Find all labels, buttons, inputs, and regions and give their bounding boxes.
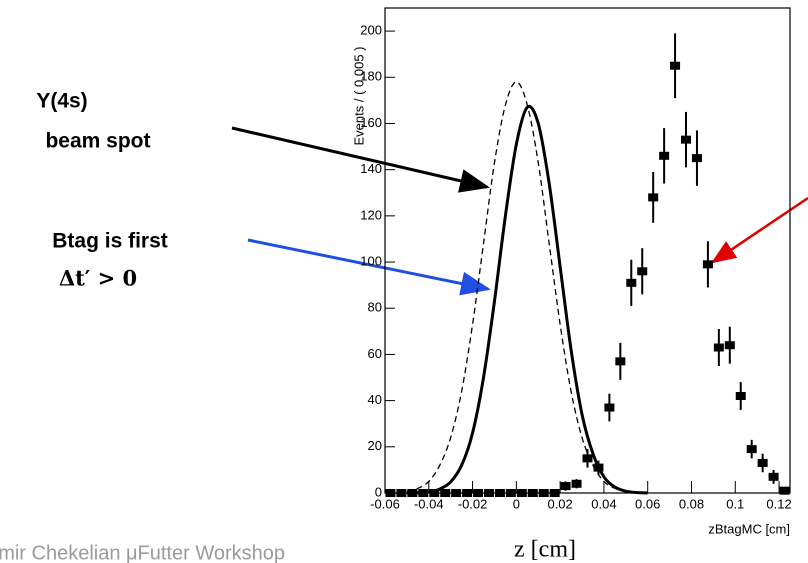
x-tick-label: -0.02 <box>458 496 488 511</box>
data-point <box>527 489 538 497</box>
data-point <box>516 489 527 497</box>
annotation: Btag is first <box>52 230 168 253</box>
y-tick-label: 180 <box>360 69 382 84</box>
fit-curve <box>406 104 648 495</box>
data-point <box>549 489 560 497</box>
y-tick-label: 40 <box>368 392 382 407</box>
data-point <box>615 357 626 366</box>
data-point <box>396 489 407 497</box>
y-tick-label: 120 <box>360 207 382 222</box>
arrow <box>231 126 490 193</box>
data-point <box>724 341 735 350</box>
data-point <box>440 489 451 497</box>
data-point <box>702 260 713 269</box>
footer-axis-note: z [cm] <box>514 537 576 563</box>
data-point <box>451 489 462 497</box>
data-point <box>768 472 779 481</box>
data-point <box>757 458 768 467</box>
data-point <box>604 403 615 412</box>
data-point <box>560 482 571 491</box>
x-tick-label: 0 <box>513 496 520 511</box>
data-point <box>626 278 637 287</box>
y-tick-label: 140 <box>360 161 382 176</box>
x-tick-label: 0.02 <box>547 496 572 511</box>
x-tick-label: 0.1 <box>726 496 744 511</box>
data-point <box>505 489 516 497</box>
plot-frame <box>384 7 791 494</box>
y-tick-label: 80 <box>368 300 382 315</box>
data-point <box>571 479 582 488</box>
y-tick-label: 200 <box>360 23 382 38</box>
y-tick-label: 60 <box>368 346 382 361</box>
x-axis-label: zBtagMC [cm] <box>708 521 790 536</box>
x-tick-label: 0.12 <box>766 496 791 511</box>
data-point <box>681 135 692 144</box>
data-point <box>429 489 440 497</box>
data-point <box>538 489 549 497</box>
annotation: Δt′ > 0 <box>59 266 137 291</box>
footer-author: Vladimir Chekelian μFutter Workshop <box>0 542 285 563</box>
y-tick-label: 0 <box>375 484 382 499</box>
data-point <box>462 489 473 497</box>
y-axis-label: Events / ( 0.005 ) <box>351 47 366 146</box>
data-point <box>385 489 396 497</box>
y-tick-label: 20 <box>368 438 382 453</box>
data-point <box>494 489 505 497</box>
fit-curve <box>406 81 648 494</box>
y-tick-label: 100 <box>360 253 382 268</box>
data-point <box>407 489 418 497</box>
data-point <box>582 454 593 463</box>
data-point <box>418 489 429 497</box>
data-point <box>691 154 702 163</box>
data-point <box>779 486 790 495</box>
x-tick-label: 0.04 <box>591 496 616 511</box>
data-point <box>473 489 484 497</box>
x-tick-label: 0.06 <box>635 496 660 511</box>
data-point <box>593 463 604 472</box>
x-tick-label: -0.06 <box>370 496 400 511</box>
data-point <box>659 151 670 160</box>
data-point <box>483 489 494 497</box>
data-point <box>713 343 724 352</box>
data-point <box>670 61 681 70</box>
arrow <box>247 238 491 296</box>
y-tick-label: 160 <box>360 115 382 130</box>
data-point <box>735 392 746 400</box>
x-tick-label: 0.08 <box>679 496 704 511</box>
data-point <box>746 445 757 454</box>
annotation: Y(4s) <box>36 90 87 113</box>
data-point <box>637 267 648 276</box>
arrow <box>710 196 808 264</box>
annotation: beam spot <box>45 130 150 153</box>
x-tick-label: -0.04 <box>414 496 444 511</box>
data-point <box>648 193 659 202</box>
